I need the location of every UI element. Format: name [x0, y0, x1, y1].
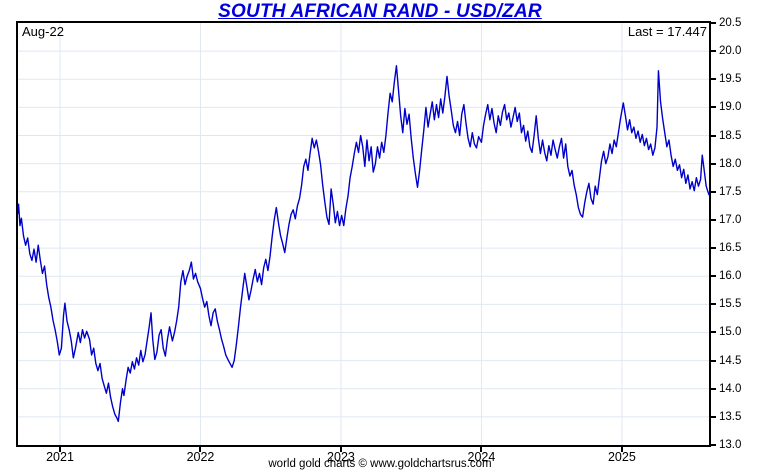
y-axis-tick	[711, 275, 716, 278]
y-axis-tick	[711, 303, 716, 306]
x-axis-tick	[199, 447, 202, 452]
y-axis-label: 19.0	[719, 101, 742, 114]
y-axis-tick	[711, 444, 716, 446]
y-axis-tick	[711, 134, 716, 137]
y-axis-label: 17.0	[719, 213, 742, 226]
y-axis-tick	[711, 387, 716, 390]
y-axis-tick	[711, 50, 716, 53]
y-axis-tick	[711, 359, 716, 362]
y-axis-label: 19.5	[719, 73, 742, 86]
x-axis-tick	[480, 447, 483, 452]
y-axis-label: 20.5	[719, 17, 742, 29]
chart-title: SOUTH AFRICAN RAND - USD/ZAR	[218, 1, 542, 22]
y-axis-tick	[711, 331, 716, 334]
y-axis-label: 15.0	[719, 326, 742, 339]
x-axis-label: 2024	[467, 450, 496, 464]
y-axis-label: 18.0	[719, 157, 742, 170]
y-axis-label: 14.0	[719, 382, 742, 395]
y-axis-label: 15.5	[719, 298, 742, 311]
x-axis-tick	[620, 447, 623, 452]
x-axis-label: 2023	[327, 450, 355, 464]
last-value-label: Last = 17.447	[627, 24, 707, 39]
x-axis-label: 2025	[607, 450, 636, 464]
y-axis-tick	[711, 190, 716, 193]
y-axis-tick	[711, 22, 716, 24]
y-axis-label: 20.0	[719, 45, 742, 58]
x-axis-tick	[59, 447, 61, 452]
start-date-label: Aug-22	[22, 24, 64, 39]
plot-area	[16, 21, 711, 447]
y-axis-label: 13.5	[719, 410, 742, 423]
y-axis-tick	[711, 218, 716, 221]
y-axis-label: 16.0	[719, 270, 742, 283]
y-axis-tick	[711, 78, 716, 81]
area-fill	[18, 66, 709, 445]
y-axis-label: 18.5	[719, 129, 742, 142]
y-axis-label: 16.5	[719, 242, 742, 255]
y-axis-tick	[711, 415, 716, 418]
y-axis-label: 14.5	[719, 354, 742, 367]
price-line	[18, 65, 709, 423]
x-axis-label: 2022	[186, 450, 215, 464]
footer-credit: world gold charts © www.goldchartsrus.co…	[268, 458, 492, 470]
x-axis-label: 2021	[46, 450, 74, 464]
y-axis-label: 13.0	[719, 439, 742, 451]
x-axis-tick	[339, 447, 342, 452]
y-axis-label: 17.5	[719, 185, 742, 198]
y-axis-tick	[711, 106, 716, 109]
price-chart: #c5c5c5"/>	[18, 23, 709, 445]
y-axis-tick	[711, 162, 716, 165]
y-axis-tick	[711, 247, 716, 250]
